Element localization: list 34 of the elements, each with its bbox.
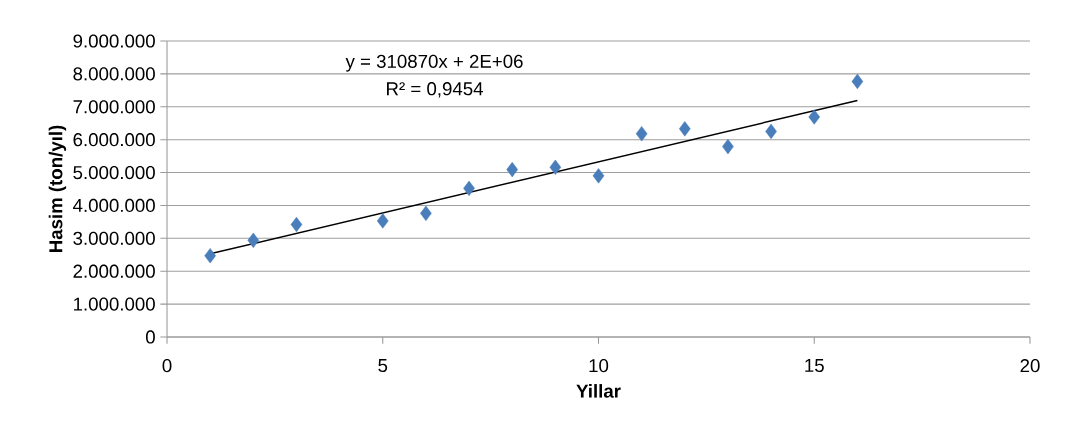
y-tick-label: 1.000.000 xyxy=(74,297,155,311)
point xyxy=(722,138,734,155)
point xyxy=(204,248,216,264)
y-tick-label: 2.000.000 xyxy=(73,264,155,278)
x-tick-label: 10 xyxy=(589,359,609,373)
point xyxy=(420,205,432,221)
point xyxy=(765,123,777,140)
point xyxy=(463,180,475,196)
point xyxy=(635,126,648,142)
point xyxy=(808,109,821,125)
x-tick-label: 5 xyxy=(378,359,388,373)
x-tick-label: 0 xyxy=(162,359,172,373)
point xyxy=(506,161,518,178)
point xyxy=(851,73,864,90)
annotation: y = 310870x + 2E+06 xyxy=(345,54,523,72)
point xyxy=(290,216,303,233)
point xyxy=(376,213,389,229)
x-tick-label: 20 xyxy=(1020,359,1040,373)
y-axis-title: Hasim (ton/yıl) xyxy=(48,125,67,253)
point xyxy=(592,168,605,184)
y-tick-label: 0 xyxy=(145,330,155,344)
x-tick-label: 15 xyxy=(805,359,824,373)
point xyxy=(247,232,260,248)
x-axis-title: Yillar xyxy=(576,384,621,398)
y-tick-label: 4.000.000 xyxy=(73,198,155,213)
point xyxy=(549,159,562,175)
point xyxy=(679,121,691,137)
y-tick-label: 7.000.000 xyxy=(73,100,155,114)
y-tick-label: 8.000.000 xyxy=(73,67,155,81)
annotation: R² = 0,9454 xyxy=(387,82,483,98)
y-tick-label: 5.000.000 xyxy=(73,165,155,180)
y-tick-label: 3.000.000 xyxy=(73,231,155,245)
y-tick-label: 9.000.000 xyxy=(73,34,155,48)
y-tick-label: 6.000.000 xyxy=(73,133,155,147)
